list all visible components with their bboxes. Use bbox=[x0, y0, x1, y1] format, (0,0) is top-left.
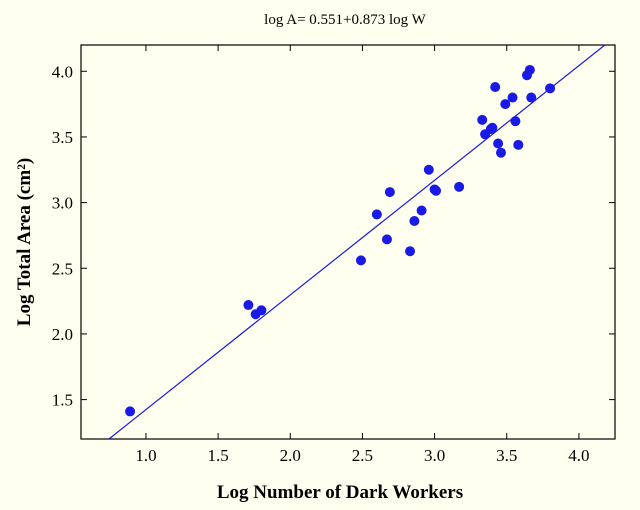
data-point bbox=[545, 83, 556, 94]
data-point bbox=[431, 185, 442, 196]
x-tick-label: 1.5 bbox=[207, 446, 228, 465]
y-tick-label: 3.0 bbox=[52, 194, 73, 213]
data-point bbox=[490, 82, 501, 93]
plot-area-frame bbox=[80, 44, 616, 440]
data-point bbox=[493, 138, 504, 149]
x-tick-label: 3.0 bbox=[424, 446, 445, 465]
x-tick-label: 4.0 bbox=[568, 446, 589, 465]
data-point bbox=[454, 181, 465, 192]
x-tick-label: 1.0 bbox=[135, 446, 156, 465]
data-point bbox=[526, 92, 537, 103]
data-point bbox=[487, 122, 498, 133]
x-axis-title: Log Number of Dark Workers bbox=[217, 482, 463, 503]
data-point bbox=[500, 99, 511, 110]
regression-line-group bbox=[108, 44, 606, 440]
x-tick-label: 2.0 bbox=[280, 446, 301, 465]
data-point bbox=[384, 187, 395, 198]
y-tick-label: 2.0 bbox=[52, 325, 73, 344]
y-tick-label: 1.5 bbox=[52, 391, 73, 410]
regression-line bbox=[108, 44, 606, 440]
data-point bbox=[510, 116, 521, 127]
data-point bbox=[507, 92, 518, 103]
data-point bbox=[495, 147, 506, 158]
data-point bbox=[524, 64, 535, 75]
data-point bbox=[371, 209, 382, 220]
data-point bbox=[513, 139, 524, 150]
x-tick-label: 2.5 bbox=[352, 446, 373, 465]
data-point bbox=[243, 300, 254, 311]
data-point bbox=[125, 406, 136, 417]
data-point bbox=[381, 234, 392, 245]
chart-title: log A= 0.551+0.873 log W bbox=[264, 12, 426, 28]
data-points bbox=[125, 64, 556, 417]
y-tick-label: 4.0 bbox=[52, 62, 73, 81]
y-axis-title: Log Total Area (cm²) bbox=[14, 158, 35, 326]
data-point bbox=[416, 205, 427, 216]
axis-ticks: 1.0 1.5 2.0 2.5 3.0 3.5 4.0 1.5 2.0 2.5 3.0 3.5 4.0 bbox=[52, 45, 615, 465]
data-point bbox=[355, 255, 366, 266]
data-point bbox=[423, 164, 434, 175]
y-tick-label: 2.5 bbox=[52, 259, 73, 278]
data-point bbox=[256, 305, 267, 316]
y-tick-label: 3.5 bbox=[52, 128, 73, 147]
x-tick-label: 3.5 bbox=[496, 446, 517, 465]
data-point bbox=[409, 215, 420, 226]
data-point bbox=[405, 246, 416, 257]
data-point bbox=[477, 114, 488, 125]
